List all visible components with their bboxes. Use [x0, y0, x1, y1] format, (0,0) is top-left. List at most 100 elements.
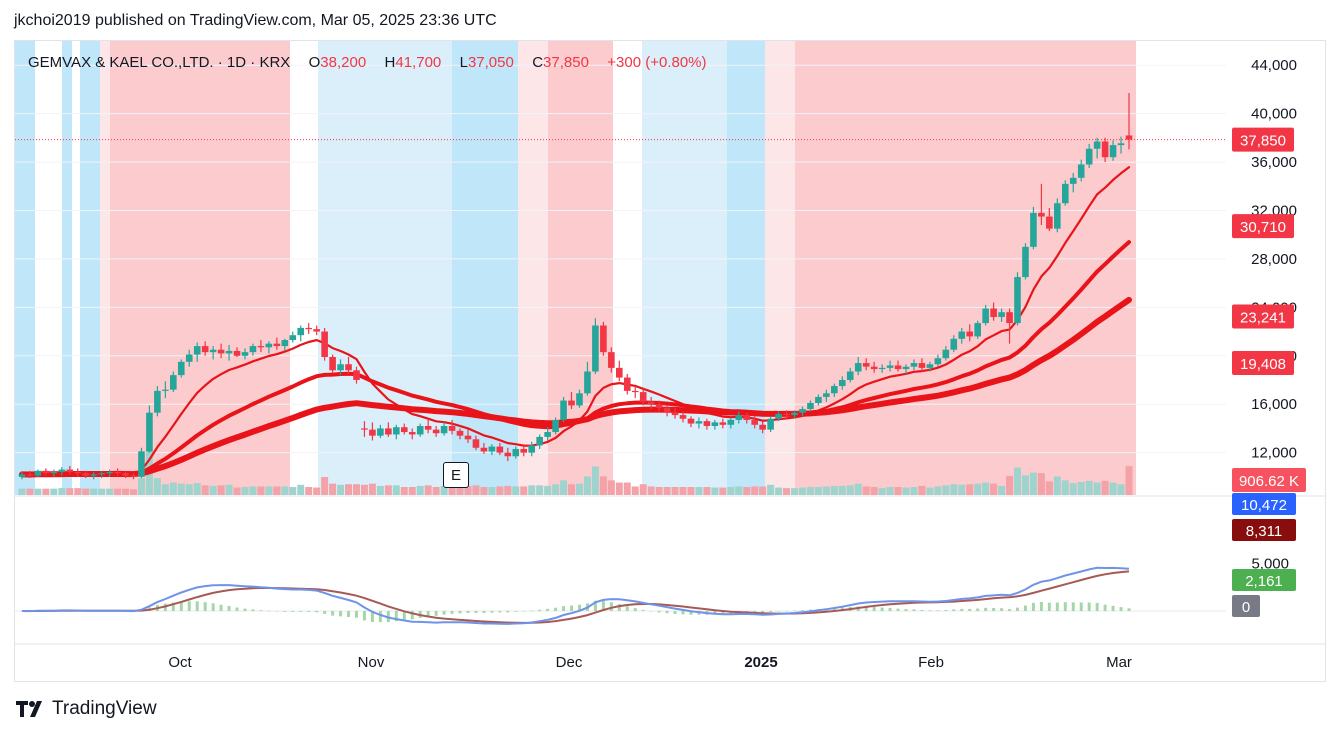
- macd-histogram-bar: [769, 610, 773, 612]
- volume-bar: [599, 476, 607, 495]
- candle-body: [687, 418, 695, 424]
- price-axis-label: 19,408: [1232, 350, 1294, 375]
- candle-body: [122, 473, 129, 476]
- macd-histogram-bar: [960, 608, 964, 611]
- volume-bar: [1029, 472, 1037, 495]
- volume-bar: [352, 484, 360, 495]
- macd-histogram-bar: [1071, 602, 1075, 611]
- volume-bar: [687, 487, 695, 495]
- candle-body: [703, 421, 711, 426]
- candle-body: [815, 396, 822, 403]
- macd-histogram-bar: [593, 600, 597, 611]
- macd-histogram-bar: [331, 610, 335, 616]
- macd-histogram-bar: [800, 610, 804, 611]
- candle-body: [217, 349, 225, 354]
- macd-histogram-bar: [761, 610, 765, 613]
- macd-histogram-bar: [681, 610, 685, 615]
- volume-bar: [185, 484, 193, 495]
- price-axis-label: 23,241: [1232, 304, 1294, 329]
- volume-bar: [1069, 483, 1077, 495]
- volume-bar: [122, 488, 130, 495]
- volume-bar: [950, 484, 958, 495]
- candle-body: [305, 327, 313, 330]
- macd-histogram-bar: [219, 604, 223, 611]
- volume-bar: [456, 487, 464, 495]
- open-key: O: [308, 54, 321, 71]
- candle-body: [655, 404, 663, 408]
- macd-histogram-bar: [482, 610, 486, 614]
- volume-bar: [1093, 482, 1101, 495]
- tradingview-logo[interactable]: TradingView: [16, 698, 157, 720]
- volume-bar: [623, 482, 631, 495]
- volume-bar: [1021, 475, 1029, 495]
- candle-body: [162, 389, 169, 391]
- volume-bar: [663, 487, 671, 495]
- price-axis-label-text: 19,408: [1240, 356, 1286, 373]
- volume-bar: [902, 487, 910, 495]
- macd-histogram-bar: [832, 607, 836, 611]
- candle-body: [480, 447, 488, 452]
- high-value: 41,700: [395, 54, 442, 71]
- candle-body: [982, 308, 989, 324]
- candle-body: [424, 425, 432, 430]
- session-band: [642, 41, 727, 495]
- candle-body: [66, 469, 74, 472]
- volume-bar: [679, 487, 687, 495]
- candle-body: [608, 352, 615, 368]
- candle-body: [663, 407, 671, 413]
- macd-histogram-bar: [1095, 602, 1099, 611]
- earnings-marker[interactable]: E: [443, 462, 469, 488]
- macd-histogram-bar: [1063, 602, 1067, 611]
- candle-body: [289, 335, 297, 341]
- volume-bar: [942, 485, 950, 495]
- close-value: 37,850: [543, 54, 589, 71]
- volume-bar: [153, 478, 161, 495]
- candle-body: [974, 323, 981, 337]
- volume-bar: [552, 484, 560, 495]
- volume-bar: [337, 484, 345, 495]
- macd-histogram-bar: [864, 606, 868, 611]
- volume-bar: [783, 488, 791, 495]
- macd-histogram-bar: [1119, 607, 1123, 611]
- macd-histogram-bar: [538, 609, 542, 611]
- macd-histogram-bar: [474, 610, 478, 614]
- volume-bar: [345, 484, 353, 495]
- session-band: [80, 41, 100, 495]
- price-tick-label: 28,000: [1251, 251, 1297, 268]
- volume-bar: [998, 485, 1006, 495]
- macd-histogram-bar: [251, 609, 255, 611]
- candle-body: [719, 422, 727, 425]
- macd-histogram-bar: [577, 604, 581, 611]
- macd-histogram-bar: [657, 610, 661, 613]
- macd-histogram-bar: [793, 610, 797, 612]
- volume-bar: [894, 487, 902, 495]
- volume-bar: [966, 484, 974, 495]
- macd-histogram-bar: [1127, 608, 1131, 611]
- macd-histogram-bar: [896, 608, 900, 611]
- macd-histogram-bar: [514, 610, 518, 612]
- price-axis-label-bg: [1232, 350, 1294, 375]
- macd-histogram-bar: [235, 607, 239, 611]
- volume-bar: [1085, 480, 1093, 495]
- candle-body: [337, 364, 344, 371]
- macd-histogram-bar: [323, 610, 327, 614]
- volume-bar: [400, 487, 408, 495]
- macd-histogram-bar: [530, 610, 534, 612]
- volume-bar: [90, 488, 98, 495]
- candle-body: [576, 393, 583, 406]
- symbol-label[interactable]: GEMVAX & KAEL CO.,LTD. · 1D · KRX: [28, 54, 291, 71]
- close-key: C: [532, 54, 544, 71]
- macd-histogram-bar: [673, 610, 677, 614]
- candle-body: [146, 412, 153, 452]
- volume-bar: [647, 486, 655, 495]
- macd-histogram-bar: [808, 609, 812, 611]
- volume-bar: [934, 486, 942, 495]
- session-band: [613, 41, 642, 495]
- macd-histogram-bar: [1016, 607, 1020, 611]
- volume-bar: [488, 487, 496, 495]
- candle-body: [631, 390, 639, 393]
- publish-info: jkchoi2019 published on TradingView.com,…: [14, 12, 497, 29]
- candle-body: [1014, 277, 1021, 324]
- candle-body: [361, 428, 368, 430]
